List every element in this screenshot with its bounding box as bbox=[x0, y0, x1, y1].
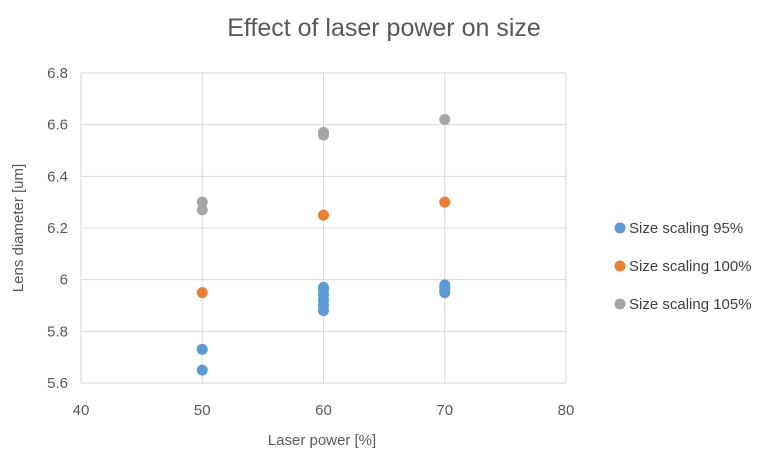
y-tick-label: 5.6 bbox=[47, 375, 68, 392]
chart-title: Effect of laser power on size bbox=[227, 14, 541, 42]
legend-label: Size scaling 95% bbox=[629, 220, 743, 237]
legend: Size scaling 95% Size scaling 100% Size sc… bbox=[614, 220, 752, 313]
data-point-series-3 bbox=[439, 114, 451, 125]
x-axis-ticks: 40 50 60 70 80 bbox=[73, 402, 575, 419]
data-point-series-1 bbox=[439, 287, 451, 299]
data-point-series-2 bbox=[196, 287, 208, 299]
data-point-series-2 bbox=[318, 209, 329, 221]
y-tick-label: 6.8 bbox=[47, 65, 68, 82]
legend-marker bbox=[614, 298, 626, 310]
data-point-series-1 bbox=[196, 343, 208, 355]
y-tick-label: 6.4 bbox=[47, 168, 68, 185]
data-points bbox=[196, 114, 451, 376]
legend-label: Size scaling 105% bbox=[629, 296, 752, 313]
data-point-series-1 bbox=[196, 364, 208, 376]
x-axis-label: Laser power [%] bbox=[268, 432, 376, 449]
legend-marker bbox=[614, 260, 626, 272]
data-point-series-3 bbox=[196, 204, 208, 216]
y-tick-label: 5.8 bbox=[47, 323, 68, 340]
y-tick-label: 6 bbox=[60, 272, 68, 289]
legend-marker bbox=[614, 222, 626, 234]
data-point-series-2 bbox=[439, 196, 451, 208]
x-tick-label: 60 bbox=[315, 402, 332, 419]
data-point-series-3 bbox=[196, 196, 208, 208]
y-axis-label: Lens diameter [um] bbox=[10, 164, 27, 292]
data-point-series-1 bbox=[318, 305, 329, 317]
legend-label: Size scaling 100% bbox=[629, 258, 752, 275]
data-point-series-3 bbox=[318, 129, 329, 141]
y-tick-label: 6.6 bbox=[47, 117, 68, 134]
y-axis-ticks: 5.6 5.8 6 6.2 6.4 6.6 6.8 bbox=[47, 65, 68, 392]
x-tick-label: 50 bbox=[194, 402, 211, 419]
x-tick-label: 80 bbox=[558, 402, 575, 419]
y-tick-label: 6.2 bbox=[47, 220, 68, 237]
gridlines bbox=[80, 72, 567, 384]
x-tick-label: 40 bbox=[73, 402, 90, 419]
x-tick-label: 70 bbox=[436, 402, 453, 419]
